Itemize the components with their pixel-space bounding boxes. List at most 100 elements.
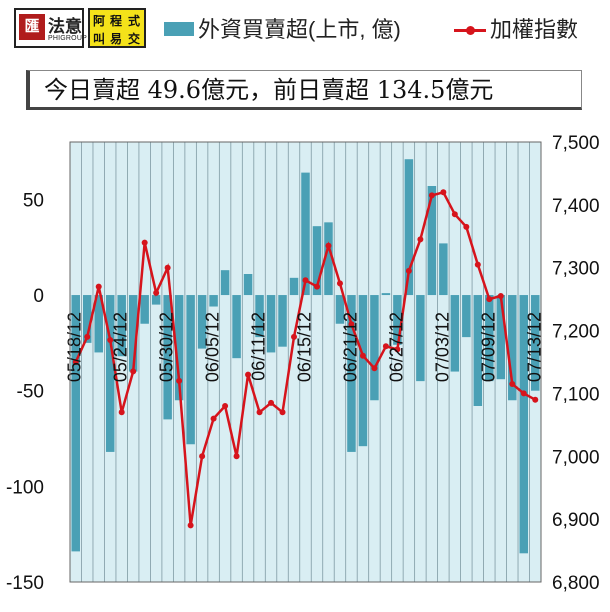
x-tick-label: 06/27/12 [386, 312, 406, 382]
bar [163, 295, 172, 420]
bar [232, 295, 241, 359]
x-axis: 05/18/12 05/24/12 05/30/12 06/05/12 06/11/12… [65, 312, 545, 382]
right-tick-label: 7,300 [552, 259, 600, 280]
bar [209, 295, 218, 307]
index-point [405, 267, 412, 274]
bar [508, 295, 517, 401]
x-tick-label: 06/15/12 [295, 312, 315, 382]
index-point [532, 396, 539, 403]
bar [519, 295, 529, 554]
index-point [520, 390, 527, 397]
index-point [222, 403, 229, 409]
index-point [497, 293, 504, 299]
index-point [72, 359, 79, 365]
logo-mark: 匯 [19, 14, 45, 40]
bar [301, 172, 310, 296]
index-point [107, 337, 114, 343]
bar [473, 295, 483, 406]
index-point [336, 280, 343, 287]
index-point [371, 365, 378, 372]
x-tick-label: 06/21/12 [340, 312, 360, 382]
bar [140, 295, 149, 324]
x-tick-label: 06/11/12 [249, 312, 269, 381]
index-point [176, 377, 183, 384]
logo: 匯 法意 PHIGROUP 阿 程 式 叫 易 交 [14, 8, 146, 48]
index-point [451, 211, 458, 218]
index-point [279, 409, 286, 416]
index-point [302, 277, 309, 284]
x-tick-label: 06/05/12 [203, 312, 223, 382]
bar [105, 295, 115, 452]
bar [255, 295, 264, 338]
index-point [268, 399, 275, 406]
index-point [164, 264, 171, 271]
index-point [440, 189, 447, 196]
bar [347, 295, 356, 452]
bar [243, 274, 253, 296]
summary-box: 今日賣超 49.6億元，前日賣超 134.5億元 [26, 70, 582, 110]
left-tick-label: 0 [33, 286, 44, 307]
index-point [359, 352, 366, 359]
bar [117, 295, 126, 357]
left-axis: -150 -100 -50 0 50 [6, 190, 44, 594]
x-tick-label: 07/09/12 [478, 312, 498, 382]
bar [335, 295, 345, 324]
plot-frame [69, 141, 542, 583]
bar [266, 295, 276, 353]
bar [197, 295, 207, 349]
bar [370, 295, 379, 401]
phigroup-logo: 匯 法意 PHIGROUP [14, 8, 87, 48]
right-tick-label: 7,500 [552, 133, 600, 154]
index-point [474, 261, 481, 268]
bar [381, 293, 391, 296]
bar [462, 295, 471, 338]
bar [358, 295, 368, 447]
line-series [72, 189, 539, 529]
bar [531, 295, 540, 391]
right-tick-label: 6,900 [552, 510, 600, 531]
right-tick-label: 7,400 [552, 196, 600, 217]
x-tick-label: 07/03/12 [432, 312, 452, 382]
index-point [486, 296, 493, 303]
right-tick-label: 7,000 [552, 447, 600, 468]
left-tick-label: -50 [17, 382, 44, 403]
right-tick-label: 6,800 [552, 573, 600, 594]
bar [450, 295, 460, 372]
index-point [291, 333, 298, 340]
bar [439, 243, 448, 296]
index-point [428, 192, 435, 199]
x-tick-label: 05/30/12 [157, 312, 177, 382]
index-point [394, 346, 401, 353]
chart-canvas: -150 -100 -50 0 50 6,800 6,900 7,000 7,100 7,200… [6, 133, 600, 594]
logo-char: 叫 [93, 32, 106, 46]
logo-char: 易 [110, 32, 123, 46]
logo-name: 法意 [48, 17, 82, 36]
bar [485, 295, 494, 382]
index-point [348, 321, 355, 328]
right-axis: 6,800 6,900 7,000 7,100 7,200 7,300 7,400 7,500 [552, 133, 600, 594]
legend-line-label: 加權指數 [490, 17, 579, 42]
logo-sub: PHIGROUP [48, 35, 87, 42]
index-point [187, 522, 194, 529]
bar [312, 226, 322, 296]
bar [324, 222, 333, 296]
bar [94, 295, 103, 353]
logo-char: 交 [128, 32, 141, 46]
bar [404, 159, 414, 296]
index-point [199, 453, 206, 460]
bar [496, 295, 506, 380]
left-tick-label: 50 [23, 190, 44, 211]
bar-series [71, 159, 540, 554]
bar [82, 295, 92, 343]
bar [174, 295, 184, 401]
index-point [382, 343, 389, 350]
index-point [95, 283, 102, 290]
bar [71, 295, 80, 552]
logo-char: 程 [110, 14, 123, 28]
index-point [256, 409, 263, 416]
bar [186, 295, 195, 445]
bar [151, 295, 161, 305]
index-point [130, 368, 137, 375]
bar [427, 186, 437, 296]
index-point [153, 289, 160, 296]
